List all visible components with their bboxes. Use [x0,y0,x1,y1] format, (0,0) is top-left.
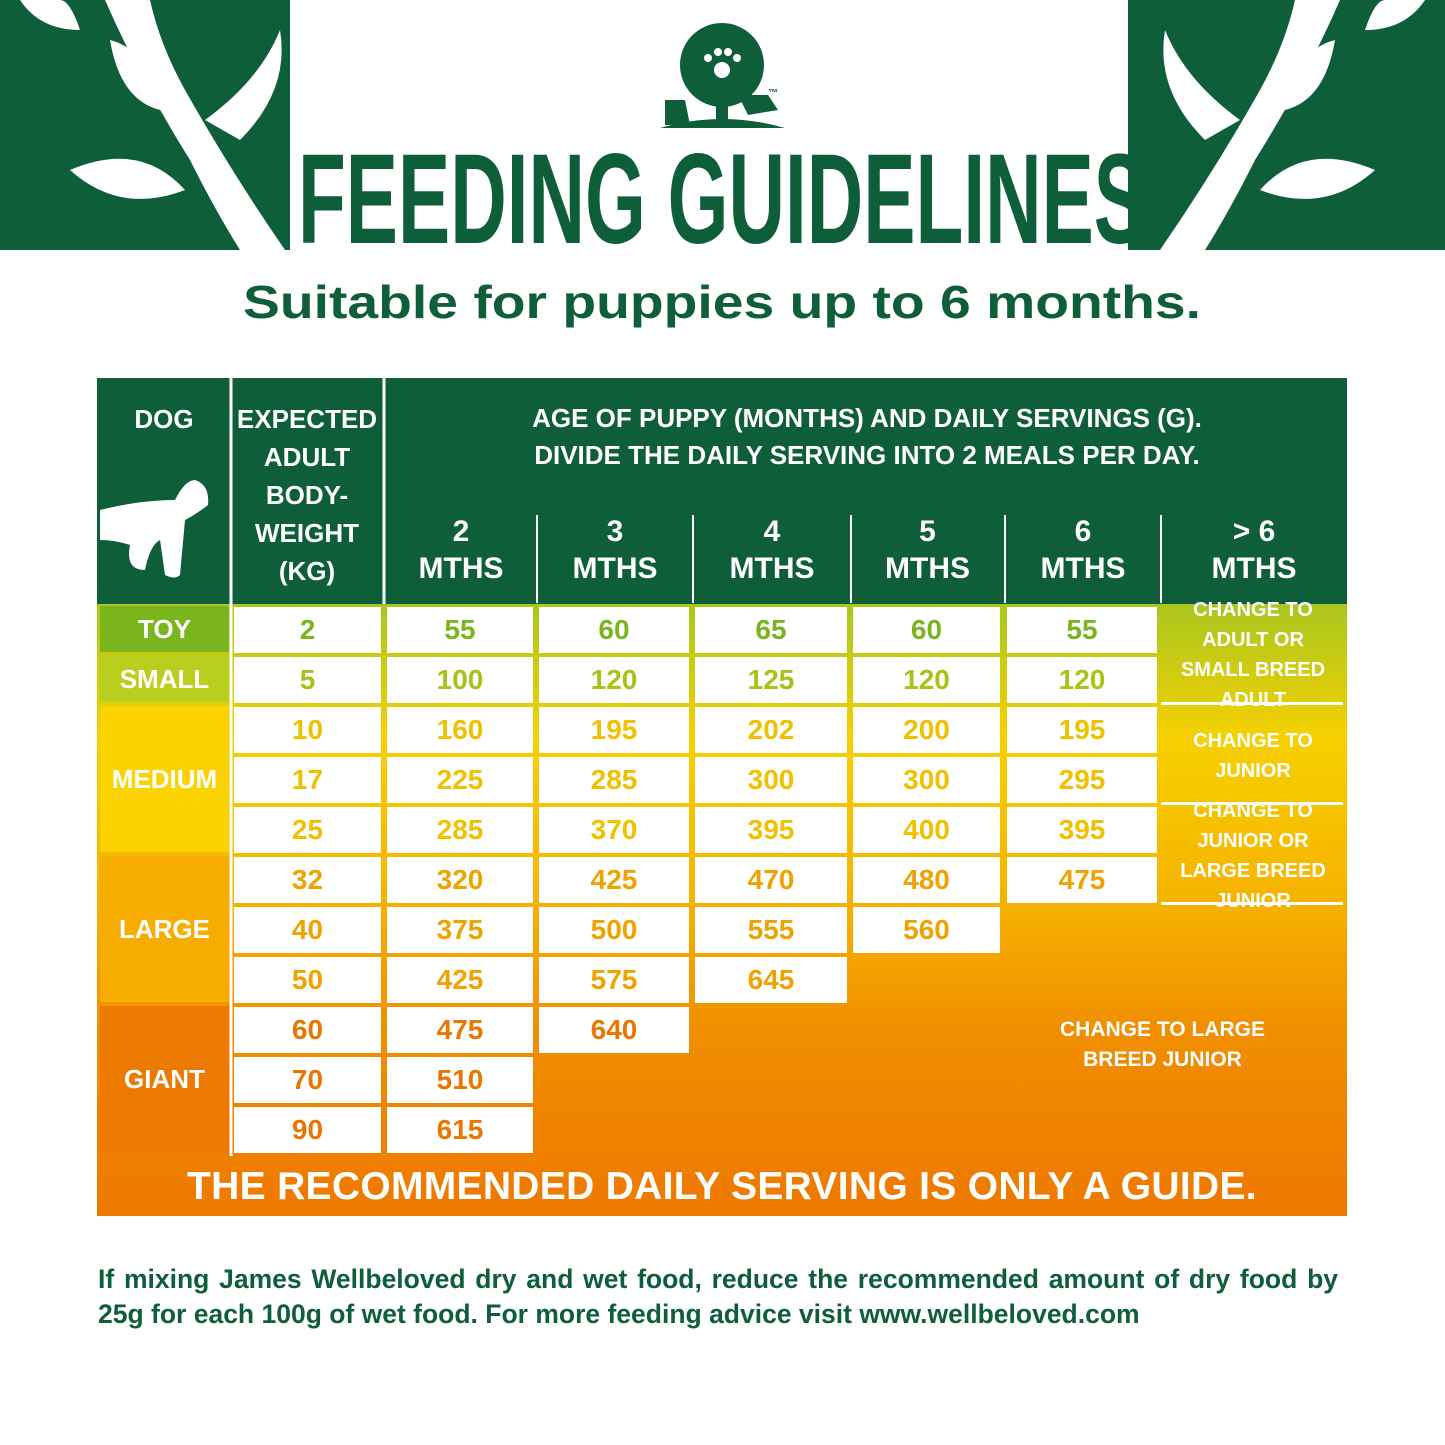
header-line: BODY- [265,480,349,510]
serving-cell: 400 [853,807,1000,853]
serving-cell: 60 [853,607,1000,653]
serving-cell: 510 [387,1057,533,1103]
weight-cell: 60 [234,1007,381,1053]
dog-header: DOG [134,403,194,434]
serving-cell: 55 [1007,607,1157,653]
header-line: WEIGHT [255,518,359,548]
serving-cell: 320 [387,857,533,903]
weight-cell: 5 [234,657,381,703]
serving-cell: 615 [387,1107,533,1153]
serving-cell: 375 [387,907,533,953]
logo-mark: ™ [768,88,778,99]
serving-cell: 370 [539,807,689,853]
footer-band: THE RECOMMENDED DAILY SERVING IS ONLY A … [187,1165,1257,1208]
serving-cell: 125 [695,657,847,703]
note: If mixing James Wellbeloved dry and wet … [98,1264,1338,1329]
age-column-header: 6 [1074,515,1092,548]
serving-cell: 395 [695,807,847,853]
serving-cell: 65 [695,607,847,653]
serving-cell: 295 [1007,757,1157,803]
age-column-header: MTHS [572,552,658,585]
serving-cell: 285 [387,807,533,853]
advice-rule [1161,702,1343,705]
weight-cell: 40 [234,907,381,953]
age-column-header: > 6 [1232,515,1276,548]
separator [692,515,694,603]
age-column-header: 2 [452,515,470,548]
serving-cell: 195 [539,707,689,753]
serving-cell: 55 [387,607,533,653]
age-column-header: 4 [763,515,781,548]
serving-cell: 475 [387,1007,533,1053]
separator [1160,515,1162,603]
serving-cell: 640 [539,1007,689,1053]
weight-cell: 50 [234,957,381,1003]
size-label: MEDIUM [100,706,229,852]
serving-cell: 300 [853,757,1000,803]
serving-cell: 480 [853,857,1000,903]
serving-cell: 160 [387,707,533,753]
weight-header: EXPECTED ADULT BODY- WEIGHT (KG) [233,400,381,590]
separator [536,515,538,603]
subtitle: Suitable for puppies up to 6 months. [243,276,1201,328]
serving-cell: 300 [695,757,847,803]
weight-cell: 25 [234,807,381,853]
age-column-header: 5 [919,515,936,548]
serving-cell: 555 [695,907,847,953]
serving-cell: 202 [695,707,847,753]
age-column-header: MTHS [418,552,504,585]
serving-cell: 120 [539,657,689,703]
age-column-header: MTHS [885,552,970,585]
weight-cell: 10 [234,707,381,753]
age-column-header: 3 [606,515,624,548]
weight-cell: 32 [234,857,381,903]
advice-rule [1161,802,1343,805]
serving-cell: 645 [695,957,847,1003]
header-line: EXPECTED [236,404,378,434]
size-label: SMALL [100,656,229,702]
age-column-header: MTHS [729,552,815,585]
advice: CHANGE TO LARGE BREED JUNIOR [1060,1018,1265,1071]
serving-cell: 470 [695,857,847,903]
separator [850,515,852,603]
advice-rule [1161,902,1343,905]
weight-cell: 2 [234,607,381,653]
title: FEEDING GUIDELINES [298,128,1146,271]
age-header: AGE OF PUPPY (MONTHS) AND DAILY SERVINGS… [532,402,1202,433]
serving-cell: 560 [853,907,1000,953]
separator [1004,515,1006,603]
size-label: LARGE [100,856,229,1002]
header-line: (KG) [278,556,336,586]
serving-cell: 120 [853,657,1000,703]
age-column-header: MTHS [1040,552,1126,585]
weight-cell: 70 [234,1057,381,1103]
advice: CHANGE TO JUNIOR [1193,730,1313,782]
serving-cell: 200 [853,707,1000,753]
serving-cell: 100 [387,657,533,703]
serving-cell: 425 [387,957,533,1003]
serving-cell: 120 [1007,657,1157,703]
advice: CHANGE TO ADULT OR SMALL BREED ADULT [1180,599,1326,711]
weight-cell: 17 [234,757,381,803]
serving-cell: 225 [387,757,533,803]
serving-cell: 285 [539,757,689,803]
serving-cell: 195 [1007,707,1157,753]
serving-cell: 575 [539,957,689,1003]
serving-cell: 425 [539,857,689,903]
weight-cell: 90 [234,1107,381,1153]
age-header: DIVIDE THE DAILY SERVING INTO 2 MEALS PE… [534,439,1200,470]
size-label: TOY [100,606,229,652]
age-column-header: MTHS [1211,552,1297,585]
header-line: ADULT [263,442,351,472]
serving-cell: 475 [1007,857,1157,903]
size-label: GIANT [100,1006,229,1152]
serving-cell: 60 [539,607,689,653]
serving-cell: 395 [1007,807,1157,853]
serving-cell: 500 [539,907,689,953]
advice: CHANGE TO JUNIOR OR LARGE BREED JUNIOR [1180,800,1326,912]
